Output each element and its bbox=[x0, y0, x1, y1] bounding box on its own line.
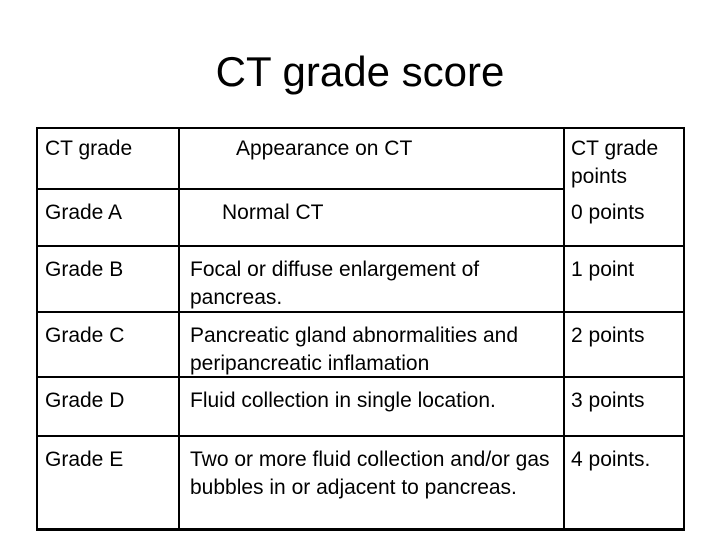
cell-grade-b: Grade B bbox=[38, 247, 180, 313]
cell-grade-e: Grade E bbox=[38, 437, 180, 528]
cell-grade-d-appearance: Fluid collection in single location. bbox=[180, 378, 565, 437]
cell-grade-c: Grade C bbox=[38, 313, 180, 378]
cell-grade-d: Grade D bbox=[38, 378, 180, 437]
cell-grade-b-appearance: Focal or diffuse enlargement of pancreas… bbox=[180, 247, 565, 313]
ct-grade-table: CT grade Appearance on CT CT grade point… bbox=[36, 127, 685, 531]
cell-grade-e-appearance: Two or more fluid collection and/or gas … bbox=[180, 437, 565, 528]
cell-grade-b-points: 1 point bbox=[565, 247, 683, 313]
cell-grade-e-points: 4 points. bbox=[571, 448, 651, 471]
cell-grade-c-appearance: Pancreatic gland abnormalities and perip… bbox=[180, 313, 565, 378]
cell-grade-a: Grade A bbox=[38, 190, 180, 247]
header-appearance-on-ct: Appearance on CT bbox=[180, 129, 565, 190]
cell-grade-a-points: 0 points bbox=[565, 190, 683, 247]
cell-grade-d-points: 3 points bbox=[565, 378, 683, 437]
slide-title: CT grade score bbox=[215, 48, 505, 95]
cell-grade-c-points: 2 points bbox=[565, 313, 683, 378]
cell-grade-a-appearance: Normal CT bbox=[180, 190, 565, 247]
header-ct-grade: CT grade bbox=[38, 129, 180, 190]
header-ct-grade-points: CT grade points bbox=[571, 137, 659, 188]
